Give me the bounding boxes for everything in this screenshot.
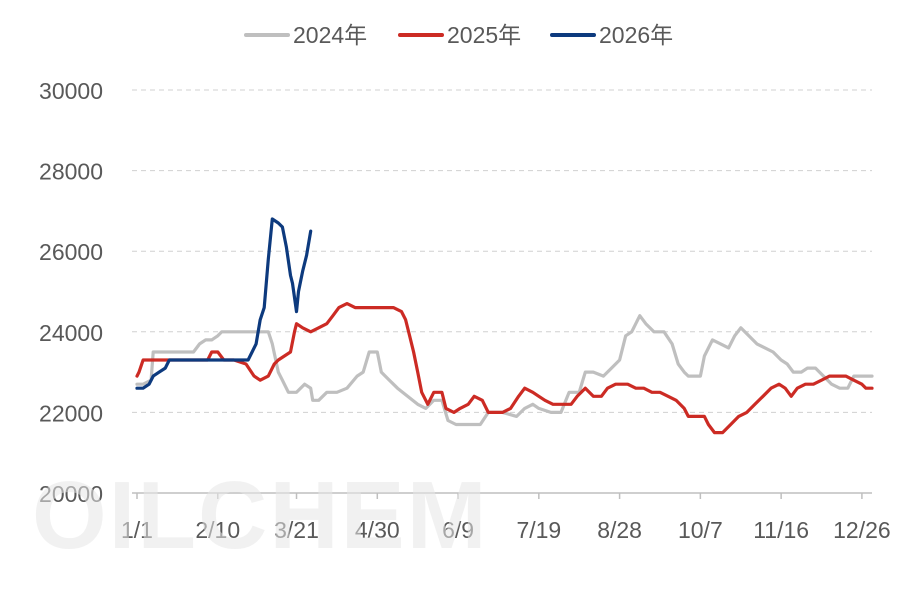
legend-label: 2026年: [599, 22, 673, 48]
x-tick-label: 7/19: [516, 517, 561, 543]
y-tick-label: 28000: [39, 159, 103, 185]
legend-label: 2025年: [447, 22, 521, 48]
series-line-3: [135, 217, 313, 390]
x-tick-label: 3/21: [274, 517, 319, 543]
x-tick-label: 2/10: [195, 517, 240, 543]
x-tick-label: 6/9: [442, 517, 474, 543]
series-line-2: [135, 302, 874, 435]
y-axis: 20000 22000 24000 26000 28000 30000: [39, 78, 103, 507]
x-tick-label: 1/1: [121, 517, 153, 543]
legend-label: 2024年: [293, 22, 367, 48]
watermark: OILCHEM: [32, 462, 489, 569]
x-tick-label: 4/30: [355, 517, 400, 543]
legend: 2024年 2025年 2026年: [244, 22, 673, 48]
x-tick-label: 11/16: [753, 517, 809, 543]
y-tick-label: 24000: [39, 320, 103, 346]
x-axis: 1/1 2/10 3/21 4/30 6/9 7/19 8/28 10/7 11/16 12/26: [121, 492, 891, 543]
x-tick-label: 10/7: [678, 517, 723, 543]
x-tick-label: 12/26: [833, 517, 891, 543]
y-tick-label: 26000: [39, 239, 103, 265]
y-tick-label: 22000: [39, 400, 103, 426]
x-tick-label: 8/28: [597, 517, 642, 543]
series-line-1: [135, 314, 874, 427]
y-tick-label: 30000: [39, 78, 103, 104]
y-tick-label: 20000: [39, 481, 103, 507]
series-lines: [135, 217, 874, 435]
watermark-text: OILCHEM: [32, 462, 489, 569]
